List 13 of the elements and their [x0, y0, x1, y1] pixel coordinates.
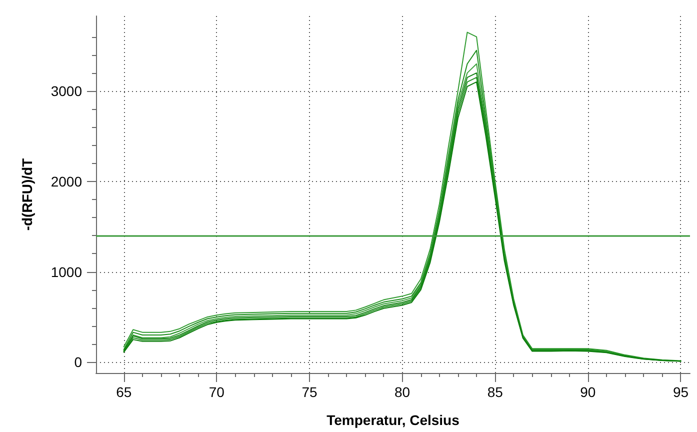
x-tick-label: 70	[208, 384, 225, 400]
y-axis-title: -d(RFU)/dT	[19, 158, 35, 231]
x-tick-label: 85	[487, 384, 504, 400]
x-tick-label: 75	[302, 384, 318, 400]
x-tick-label: 65	[116, 384, 132, 400]
y-tick-label: 0	[74, 354, 82, 370]
y-tick-label: 1000	[50, 264, 82, 280]
y-tick-label: 2000	[50, 173, 82, 190]
x-axis-title: Temperatur, Celsius	[326, 412, 460, 428]
x-tick-label: 90	[580, 384, 596, 400]
x-tick-label: 80	[394, 384, 410, 400]
x-tick-label: 95	[672, 384, 689, 400]
y-tick-label: 3000	[50, 83, 82, 100]
